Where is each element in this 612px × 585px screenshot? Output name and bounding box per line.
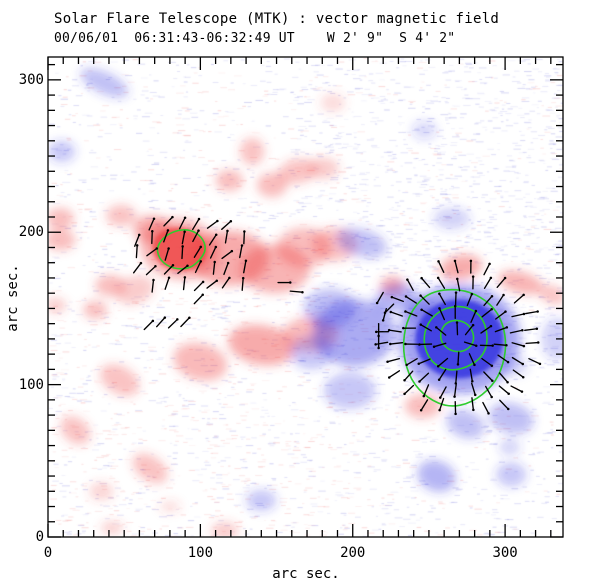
vector-layer [132, 215, 542, 416]
y-tick-label: 300 [18, 71, 44, 88]
y-axis-label: arc sec. [5, 264, 21, 332]
contour-right-spot-middle [423, 305, 488, 371]
contour-left-spot [156, 229, 206, 270]
x-tick-label: 300 [492, 545, 518, 561]
axis-box [47, 56, 564, 538]
y-tick-label: 100 [18, 376, 44, 393]
x-axis-label: arc sec. [272, 566, 340, 582]
contour-right-spot-outer [402, 288, 507, 407]
y-tick-label: 0 [35, 529, 44, 545]
blob-layer [49, 68, 562, 536]
plot-subtitle: 00/06/01 06:31:43-06:32:49 UT W 2' 9" S … [54, 31, 456, 46]
x-tick-label: 200 [340, 545, 366, 561]
x-tick-label: 0 [43, 545, 53, 561]
contour-layer [156, 229, 507, 407]
plot-title: Solar Flare Telescope (MTK) : vector mag… [54, 11, 500, 27]
y-tick-label: 200 [18, 224, 44, 241]
x-tick-label: 100 [187, 545, 214, 561]
